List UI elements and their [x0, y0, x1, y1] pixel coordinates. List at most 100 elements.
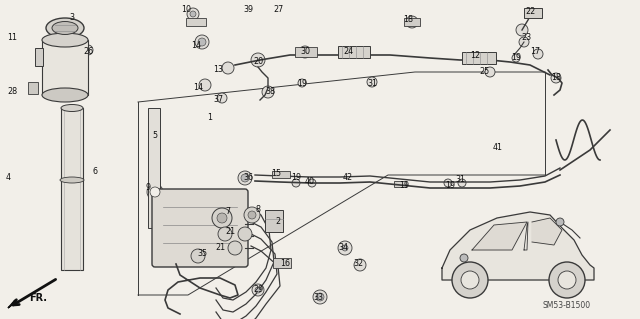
Circle shape: [338, 241, 352, 255]
Text: 14: 14: [193, 84, 203, 93]
Text: 16: 16: [280, 259, 290, 269]
Text: 18: 18: [551, 73, 561, 83]
Polygon shape: [442, 212, 594, 280]
Circle shape: [147, 184, 163, 200]
Bar: [272, 171, 290, 178]
Text: 21: 21: [215, 243, 225, 253]
Ellipse shape: [52, 21, 78, 34]
Circle shape: [512, 54, 520, 62]
Text: 26: 26: [83, 48, 93, 56]
Text: 40: 40: [305, 177, 315, 187]
Bar: [265, 210, 283, 232]
Circle shape: [252, 284, 264, 296]
Circle shape: [516, 24, 528, 36]
Text: 41: 41: [493, 144, 503, 152]
Text: 18: 18: [403, 16, 413, 25]
Bar: [524, 8, 542, 18]
Text: 5: 5: [152, 130, 157, 139]
Ellipse shape: [46, 18, 84, 38]
Text: 17: 17: [530, 48, 540, 56]
Text: 19: 19: [291, 174, 301, 182]
Circle shape: [460, 254, 468, 262]
Circle shape: [313, 290, 327, 304]
Circle shape: [556, 218, 564, 226]
Text: 32: 32: [353, 259, 363, 269]
Text: 14: 14: [191, 41, 201, 49]
Bar: [186, 18, 206, 26]
Circle shape: [485, 67, 495, 77]
Circle shape: [195, 35, 209, 49]
Circle shape: [255, 287, 261, 293]
Bar: [295, 47, 317, 57]
Circle shape: [316, 293, 324, 301]
Text: 19: 19: [511, 54, 521, 63]
Circle shape: [218, 227, 232, 241]
Bar: [404, 18, 420, 26]
Text: 33: 33: [313, 293, 323, 302]
Text: 7: 7: [225, 207, 230, 217]
Text: 22: 22: [525, 8, 535, 17]
Text: 42: 42: [343, 174, 353, 182]
Circle shape: [298, 79, 306, 87]
Circle shape: [533, 49, 543, 59]
Ellipse shape: [42, 33, 88, 47]
Circle shape: [299, 46, 311, 58]
Circle shape: [241, 174, 249, 182]
Text: 25: 25: [480, 68, 490, 77]
Circle shape: [292, 179, 300, 187]
Text: 28: 28: [7, 87, 17, 97]
Text: 3: 3: [70, 13, 74, 23]
Circle shape: [217, 213, 227, 223]
Circle shape: [342, 245, 348, 251]
Bar: [394, 181, 406, 187]
Text: 20: 20: [253, 57, 263, 66]
Circle shape: [150, 187, 160, 197]
Text: 19: 19: [297, 79, 307, 88]
Circle shape: [519, 37, 529, 47]
Text: 24: 24: [343, 48, 353, 56]
Circle shape: [238, 227, 252, 241]
Circle shape: [228, 241, 242, 255]
Bar: [148, 108, 160, 228]
Text: 10: 10: [181, 5, 191, 14]
Text: 8: 8: [255, 205, 260, 214]
Text: FR.: FR.: [29, 293, 47, 303]
Bar: [28, 82, 38, 94]
Text: 31: 31: [455, 175, 465, 184]
Text: 19: 19: [445, 182, 455, 190]
Text: 30: 30: [300, 48, 310, 56]
Circle shape: [238, 171, 252, 185]
Circle shape: [549, 262, 585, 298]
Text: 2: 2: [275, 218, 280, 226]
Bar: [35, 48, 43, 66]
Circle shape: [461, 271, 479, 289]
Circle shape: [187, 8, 199, 20]
Circle shape: [452, 262, 488, 298]
Circle shape: [458, 179, 466, 187]
FancyBboxPatch shape: [152, 189, 248, 267]
Text: SM53-B1500: SM53-B1500: [543, 300, 591, 309]
Circle shape: [262, 86, 274, 98]
Polygon shape: [472, 222, 527, 250]
Ellipse shape: [42, 88, 88, 102]
Circle shape: [83, 45, 93, 55]
Circle shape: [217, 93, 227, 103]
Text: 39: 39: [243, 5, 253, 14]
Bar: [61, 108, 83, 270]
Circle shape: [190, 11, 196, 17]
Circle shape: [367, 77, 377, 87]
Text: 9: 9: [145, 183, 150, 192]
Circle shape: [308, 179, 316, 187]
Circle shape: [244, 207, 260, 223]
Circle shape: [251, 53, 265, 67]
Text: 19: 19: [399, 182, 409, 190]
Circle shape: [551, 73, 561, 83]
Circle shape: [198, 38, 206, 46]
Text: 11: 11: [7, 33, 17, 42]
Text: 6: 6: [93, 167, 97, 176]
Bar: [42, 40, 88, 95]
Circle shape: [444, 179, 452, 187]
Circle shape: [212, 208, 232, 228]
Circle shape: [558, 271, 576, 289]
Circle shape: [354, 259, 366, 271]
